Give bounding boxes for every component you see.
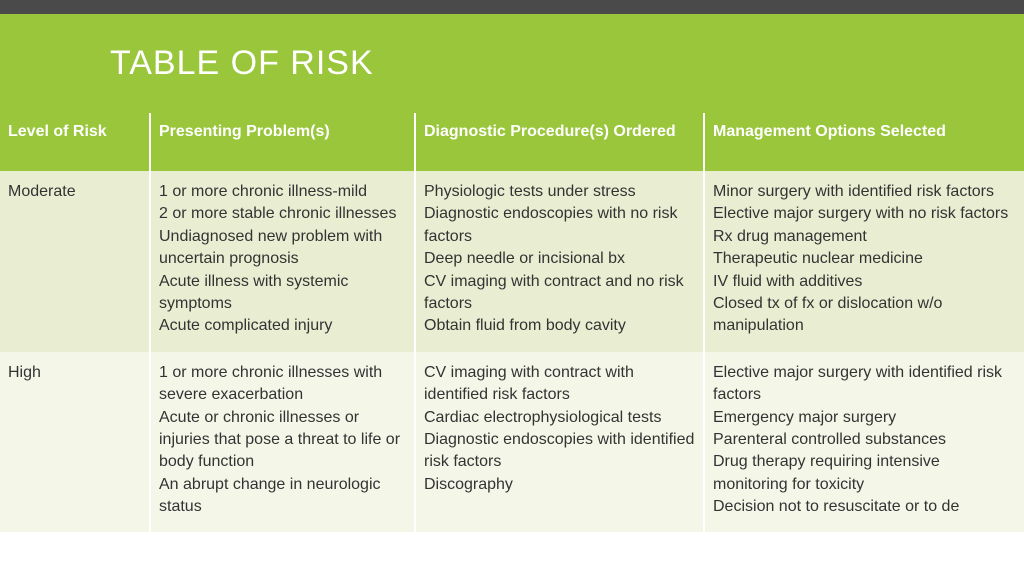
cell-presenting: 1 or more chronic illness-mild2 or more … (150, 171, 415, 352)
table-row: Moderate 1 or more chronic illness-mild2… (0, 171, 1024, 352)
cell-line: Acute illness with systemic symptoms (159, 271, 406, 316)
cell-line: Undiagnosed new problem with uncertain p… (159, 226, 406, 271)
page-title: TABLE OF RISK (110, 44, 1024, 83)
cell-line: Cardiac electrophysiological tests (424, 407, 695, 429)
col-header-diagnostic: Diagnostic Procedure(s) Ordered (415, 113, 704, 171)
cell-line: Elective major surgery with identified r… (713, 362, 1016, 407)
table-body: Moderate 1 or more chronic illness-mild2… (0, 171, 1024, 532)
cell-line: Physiologic tests under stress (424, 181, 695, 203)
cell-line: Minor surgery with identified risk facto… (713, 181, 1016, 203)
cell-line: Rx drug management (713, 226, 1016, 248)
cell-line: 2 or more stable chronic illnesses (159, 203, 406, 225)
risk-table: Level of Risk Presenting Problem(s) Diag… (0, 113, 1024, 532)
cell-presenting: 1 or more chronic illnesses with severe … (150, 352, 415, 533)
table-row: High 1 or more chronic illnesses with se… (0, 352, 1024, 533)
cell-line: Decision not to resuscitate or to de (713, 496, 1016, 518)
cell-management: Minor surgery with identified risk facto… (704, 171, 1024, 352)
cell-line: Discography (424, 474, 695, 496)
cell-line: IV fluid with additives (713, 271, 1016, 293)
cell-management: Elective major surgery with identified r… (704, 352, 1024, 533)
cell-line: Elective major surgery with no risk fact… (713, 203, 1016, 225)
cell-line: CV imaging with contract with identified… (424, 362, 695, 407)
cell-line: 1 or more chronic illness-mild (159, 181, 406, 203)
cell-line: Drug therapy requiring intensive monitor… (713, 451, 1016, 496)
cell-line: An abrupt change in neurologic status (159, 474, 406, 519)
cell-diagnostic: CV imaging with contract with identified… (415, 352, 704, 533)
cell-line: Diagnostic endoscopies with identified r… (424, 429, 695, 474)
cell-line: Parenteral controlled substances (713, 429, 1016, 451)
col-header-level: Level of Risk (0, 113, 150, 171)
cell-line: 1 or more chronic illnesses with severe … (159, 362, 406, 407)
cell-level: Moderate (0, 171, 150, 352)
cell-line: Acute complicated injury (159, 315, 406, 337)
cell-diagnostic: Physiologic tests under stressDiagnostic… (415, 171, 704, 352)
cell-line: Obtain fluid from body cavity (424, 315, 695, 337)
cell-line: Therapeutic nuclear medicine (713, 248, 1016, 270)
cell-line: Diagnostic endoscopies with no risk fact… (424, 203, 695, 248)
cell-line: CV imaging with contract and no risk fac… (424, 271, 695, 316)
cell-line: Closed tx of fx or dislocation w/o manip… (713, 293, 1016, 338)
title-band: TABLE OF RISK (0, 14, 1024, 113)
cell-line: Emergency major surgery (713, 407, 1016, 429)
cell-line: Acute or chronic illnesses or injuries t… (159, 407, 406, 474)
col-header-presenting: Presenting Problem(s) (150, 113, 415, 171)
table-header-row: Level of Risk Presenting Problem(s) Diag… (0, 113, 1024, 171)
cell-line: Deep needle or incisional bx (424, 248, 695, 270)
top-bar (0, 0, 1024, 14)
col-header-management: Management Options Selected (704, 113, 1024, 171)
cell-level: High (0, 352, 150, 533)
